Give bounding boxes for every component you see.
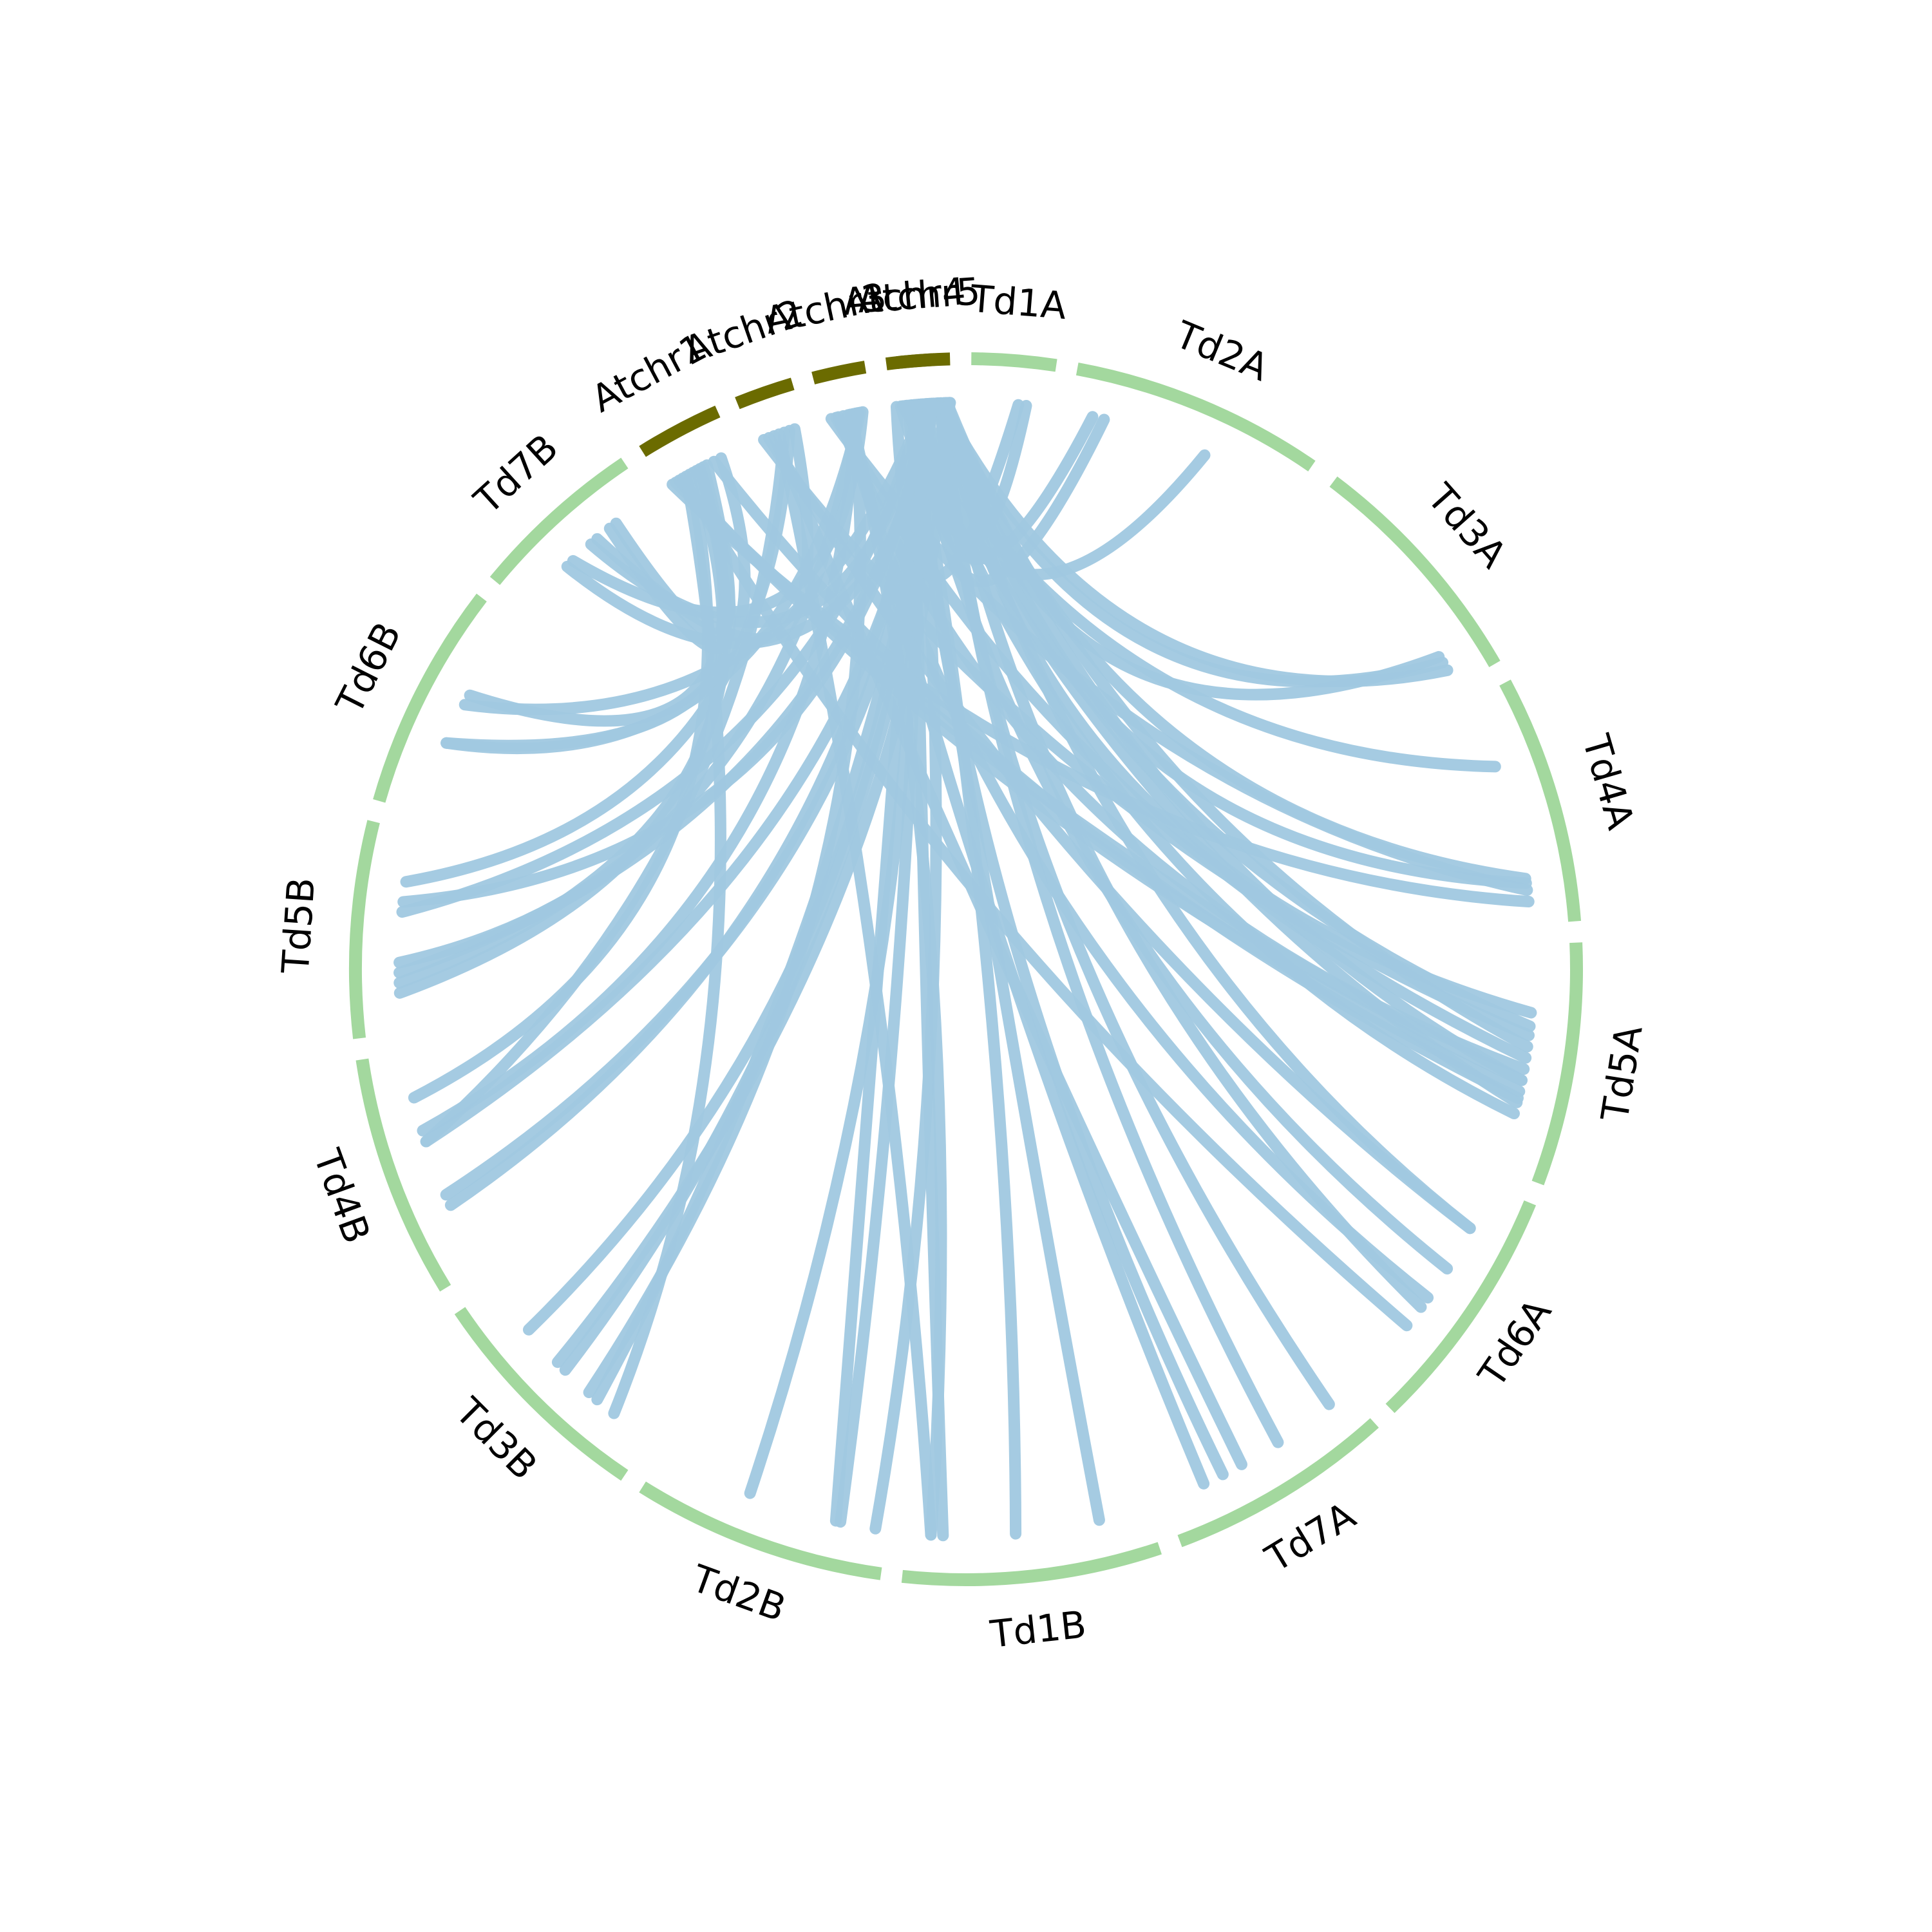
synteny-link-atchr2-td7a [768,430,1247,1470]
synteny-link-atchr1-td5b [393,464,732,989]
chromosome-label-td6b: Td6B [327,616,410,721]
chromosome-segments [349,352,1583,1586]
chromosome-segment-td7b [489,457,629,585]
chromosome-segment-atchr4 [885,353,934,371]
synteny-link-atchr3-td4b [417,407,862,1137]
chromosome-segment-td3a [1329,476,1501,668]
chromosome-segment-td5a [1531,942,1583,1186]
chromosome-segment-td4b [355,1058,451,1292]
chromosome-label-td2b: Td2B [686,1556,791,1630]
synteny-link-atchr1-td4b [408,468,714,1104]
chromosome-segment-atchr1 [639,405,721,457]
chromosome-segment-td3b [454,1307,629,1481]
synteny-link-atchr3-td4a [825,413,1533,896]
chromosome-segment-td5b [349,820,380,1039]
synteny-link-atchr4-td5a [902,399,1520,1120]
chromosome-label-td2a: Td2A [1169,312,1275,390]
chromosome-label-atchr5: Atchr5 [856,269,981,321]
chromosome-segment-td7a [1177,1418,1379,1548]
synteny-links [393,397,1537,1542]
chromosome-segment-td6a [1385,1200,1537,1414]
chromosome-segment-td1a [971,352,1057,372]
synteny-link-atchr2-td6a [762,431,1476,1235]
synteny-link-atchr3-td7b [567,406,869,619]
chromosome-segment-td2a [1075,363,1316,471]
chromosome-label-td7a: Td7A [1258,1493,1363,1581]
chromosome-label-td7b: Td7B [466,426,567,523]
chromosome-label-td1b: Td1B [988,1602,1088,1656]
chromosome-label-td1a: Td1A [969,276,1068,328]
chromosome-label-td4a: Td4A [1574,729,1643,834]
synteny-link-atchr4-td4b [440,397,938,1201]
chromosome-label-td5b: Td5B [273,876,323,976]
chromosome-label-td4b: Td4B [305,1143,379,1249]
synteny-link-atchr2-td1b [773,428,937,1541]
synteny-link-atchr4-td4a [897,400,1501,773]
synteny-link-atchr1-td5a [708,455,1524,1104]
chromosome-label-td5a: Td5A [1593,1022,1651,1124]
chromosome-segment-atchr3 [811,361,867,384]
synteny-link-atchr3-td5a [830,412,1532,1064]
synteny-link-atchr5-td3a [935,397,1454,687]
chromosome-segment-td4a [1499,679,1582,922]
chromosome-label-td3a: Td3A [1419,475,1515,577]
synteny-link-atchr3-td1b [844,408,947,1541]
chromosome-segment-atchr2 [735,377,795,410]
chromosome-segment-td2b [639,1481,882,1580]
synteny-link-atchr1-td6a [677,472,1413,1332]
synteny-link-atchr1-td6b [440,452,751,752]
synteny-link-atchr1-td7b [610,459,735,639]
chromosome-label-td6a: Td6A [1470,1291,1560,1395]
chromosome-segment-td6b [373,593,487,803]
chromosome-segment-td1b [901,1542,1162,1586]
